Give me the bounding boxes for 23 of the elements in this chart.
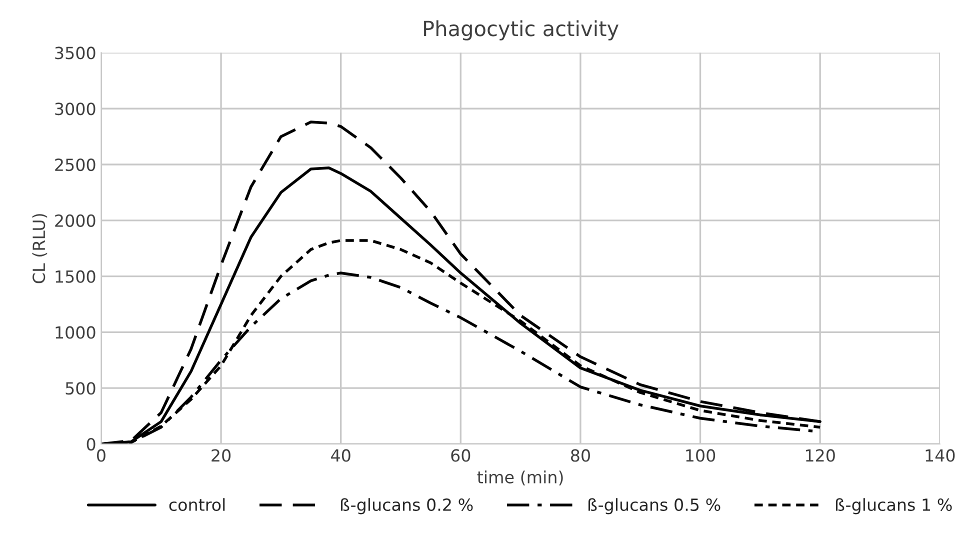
legend-label: control	[169, 498, 225, 512]
y-tick-label: 2000	[55, 214, 96, 227]
x-tick-label: 140	[926, 449, 955, 462]
x-axis-title: time (min)	[477, 470, 563, 486]
y-tick-label: 3500	[55, 46, 96, 60]
x-tick-label: 40	[331, 449, 350, 462]
y-tick-label: 500	[66, 382, 96, 395]
x-tick-label: 80	[570, 449, 590, 462]
legend-label: ß-glucans 0.5 %	[588, 498, 720, 514]
legend-label: ß-glucans 0.2 %	[341, 498, 473, 514]
x-tick-label: 20	[212, 449, 231, 462]
x-tick-label: 60	[451, 449, 470, 462]
y-tick-label: 1500	[56, 270, 96, 283]
legend-label: ß-glucans 1 %	[836, 498, 952, 514]
y-tick-label: 2500	[55, 158, 96, 172]
chart-title: Phagocytic activity	[424, 20, 618, 40]
y-tick-label: 1000	[56, 326, 96, 339]
y-tick-label: 3000	[55, 102, 96, 116]
x-tick-label: 120	[806, 449, 835, 462]
y-axis-title: CL (RLU)	[32, 214, 48, 284]
y-tick-label: 0	[86, 438, 96, 451]
x-tick-label: 0	[97, 449, 106, 462]
x-tick-label: 100	[686, 449, 716, 462]
